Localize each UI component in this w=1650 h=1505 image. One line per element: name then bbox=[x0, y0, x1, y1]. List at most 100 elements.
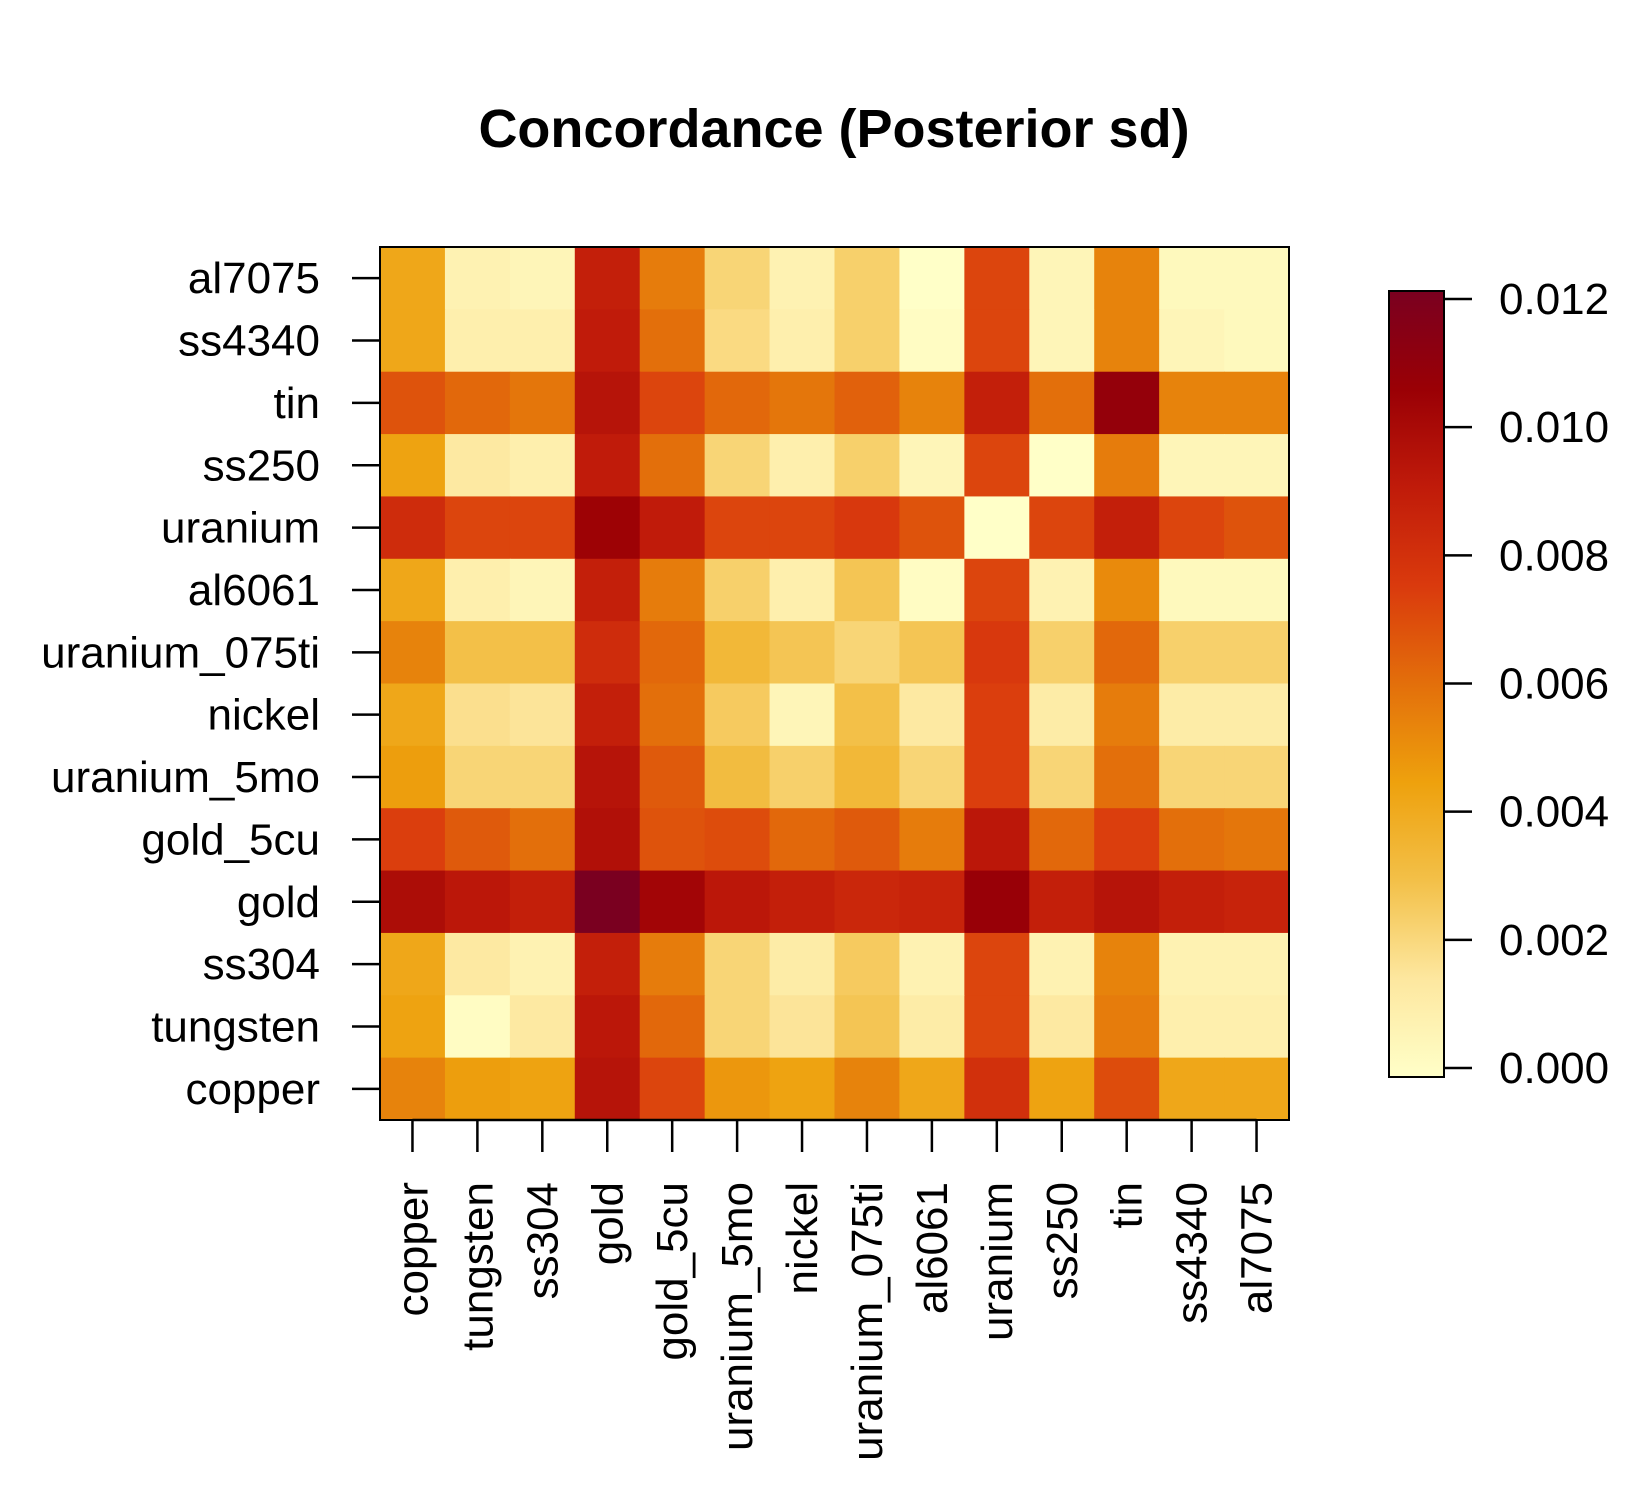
heatmap-cell-uranium-al7075 bbox=[1224, 496, 1290, 560]
heatmap-cell-tungsten-ss4340 bbox=[1159, 995, 1225, 1059]
heatmap-cell-nickel-ss304 bbox=[509, 683, 576, 747]
heatmap-cell-tin-al6061 bbox=[899, 371, 965, 435]
heatmap-cell-copper-ss304 bbox=[509, 1057, 576, 1121]
heatmap-cell-nickel-gold bbox=[574, 683, 641, 747]
y-tick-label-nickel: nickel bbox=[208, 691, 321, 740]
heatmap-cell-al6061-ss304 bbox=[509, 558, 576, 622]
heatmap-cell-nickel-tungsten bbox=[444, 683, 511, 747]
heatmap-cell-ss304-uranium bbox=[964, 932, 1030, 996]
y-tick-label-ss4340: ss4340 bbox=[178, 317, 320, 366]
heatmap-cell-tungsten-al6061 bbox=[899, 995, 965, 1059]
heatmap-cell-nickel-uranium bbox=[964, 683, 1030, 747]
heatmap-cell-al6061-uranium_5mo bbox=[704, 558, 771, 622]
x-tick-label-nickel: nickel bbox=[778, 1182, 827, 1295]
heatmap-cell-gold-ss250 bbox=[1029, 870, 1095, 934]
heatmap-cell-ss250-tungsten bbox=[444, 434, 511, 498]
heatmap-cell-al7075-tin bbox=[1094, 247, 1160, 310]
heatmap-cell-gold_5cu-ss304 bbox=[509, 808, 576, 872]
heatmap-cell-tungsten-uranium_5mo bbox=[704, 995, 771, 1059]
heatmap-cell-uranium_5mo-uranium_075ti bbox=[834, 745, 901, 809]
color-legend: 0.000 0.002 0.004 0.006 0.008 0.010 0.012 bbox=[1388, 275, 1609, 1093]
heatmap-cell-tin-gold bbox=[574, 371, 641, 435]
y-tick-label-ss250: ss250 bbox=[203, 441, 320, 490]
heatmap-cell-tungsten-ss304 bbox=[509, 995, 576, 1059]
heatmap-cell-al6061-ss4340 bbox=[1159, 558, 1225, 622]
y-tick-label-tungsten: tungsten bbox=[151, 1002, 320, 1051]
heatmap-cell-al7075-al7075 bbox=[1224, 247, 1290, 310]
y-tick-label-ss304: ss304 bbox=[203, 940, 320, 989]
heatmap-cell-copper-tungsten bbox=[444, 1057, 511, 1121]
heatmap-cell-uranium_075ti-uranium_075ti bbox=[834, 621, 901, 685]
heatmap-cell-tungsten-tin bbox=[1094, 995, 1160, 1059]
heatmap-cell-copper-gold_5cu bbox=[639, 1057, 706, 1121]
heatmap-cell-al7075-uranium bbox=[964, 247, 1030, 310]
y-tick-label-al7075: al7075 bbox=[188, 254, 320, 303]
heatmap-cell-tin-uranium_5mo bbox=[704, 371, 771, 435]
heatmap-cell-ss250-nickel bbox=[769, 434, 836, 498]
heatmap-cell-uranium_5mo-nickel bbox=[769, 745, 836, 809]
heatmap-cell-al6061-al7075 bbox=[1224, 558, 1290, 622]
heatmap-cell-al6061-uranium_075ti bbox=[834, 558, 901, 622]
heatmap-cell-tungsten-uranium bbox=[964, 995, 1030, 1059]
heatmap-cell-al7075-gold bbox=[574, 247, 641, 310]
heatmap-cell-ss250-ss4340 bbox=[1159, 434, 1225, 498]
heatmap-cell-uranium_5mo-gold bbox=[574, 745, 641, 809]
x-tick-label-gold: gold bbox=[583, 1182, 632, 1265]
heatmap-cell-copper-uranium_075ti bbox=[834, 1057, 901, 1121]
heatmap-cell-al6061-tungsten bbox=[444, 558, 511, 622]
heatmap-cell-ss250-al6061 bbox=[899, 434, 965, 498]
heatmap-cell-ss250-copper bbox=[380, 434, 446, 498]
heatmap-cell-nickel-uranium_5mo bbox=[704, 683, 771, 747]
heatmap-cell-uranium_075ti-uranium bbox=[964, 621, 1030, 685]
x-tick-label-al6061: al6061 bbox=[908, 1182, 957, 1314]
heatmap-cell-gold_5cu-copper bbox=[380, 808, 446, 872]
heatmap-cell-uranium_075ti-uranium_5mo bbox=[704, 621, 771, 685]
heatmap-cell-ss4340-uranium_5mo bbox=[704, 309, 771, 373]
legend-tick-label-0.010: 0.010 bbox=[1499, 403, 1609, 452]
heatmap-cell-nickel-copper bbox=[380, 683, 446, 747]
heatmap-cell-ss4340-tungsten bbox=[444, 309, 511, 373]
heatmap-cell-gold_5cu-nickel bbox=[769, 808, 836, 872]
heatmap-cell-uranium_5mo-copper bbox=[380, 745, 446, 809]
heatmap-cell-nickel-ss250 bbox=[1029, 683, 1095, 747]
heatmap-cell-ss4340-uranium bbox=[964, 309, 1030, 373]
heatmap-cell-ss250-tin bbox=[1094, 434, 1160, 498]
heatmap-cell-ss250-gold_5cu bbox=[639, 434, 706, 498]
heatmap-cell-al6061-nickel bbox=[769, 558, 836, 622]
heatmap-cell-gold_5cu-al6061 bbox=[899, 808, 965, 872]
x-tick-label-uranium_075ti: uranium_075ti bbox=[843, 1182, 892, 1461]
heatmap-cell-gold-tin bbox=[1094, 870, 1160, 934]
heatmap-cell-uranium_075ti-al7075 bbox=[1224, 621, 1290, 685]
heatmap-cell-uranium_5mo-al7075 bbox=[1224, 745, 1290, 809]
x-tick-label-tin: tin bbox=[1103, 1182, 1152, 1228]
y-tick-label-uranium_5mo: uranium_5mo bbox=[51, 753, 320, 802]
heatmap-cell-ss250-uranium bbox=[964, 434, 1030, 498]
heatmap-cell-ss250-ss250 bbox=[1029, 434, 1095, 498]
x-tick-label-gold_5cu: gold_5cu bbox=[648, 1182, 697, 1361]
heatmap-cell-uranium_5mo-ss304 bbox=[509, 745, 576, 809]
heatmap-cell-gold-gold_5cu bbox=[639, 870, 706, 934]
heatmap-cell-gold_5cu-gold_5cu bbox=[639, 808, 706, 872]
heatmap-cell-gold-ss4340 bbox=[1159, 870, 1225, 934]
heatmap-cell-gold-al6061 bbox=[899, 870, 965, 934]
heatmap-cell-gold_5cu-tungsten bbox=[444, 808, 511, 872]
heatmap-cell-nickel-al7075 bbox=[1224, 683, 1290, 747]
heatmap-cell-uranium-tin bbox=[1094, 496, 1160, 560]
x-tick-label-uranium: uranium bbox=[973, 1182, 1022, 1341]
heatmap-cell-al6061-tin bbox=[1094, 558, 1160, 622]
y-tick-label-copper: copper bbox=[185, 1065, 320, 1114]
heatmap-cell-nickel-nickel bbox=[769, 683, 836, 747]
heatmap-cell-gold-uranium bbox=[964, 870, 1030, 934]
y-tick-label-al6061: al6061 bbox=[188, 566, 320, 615]
y-tick-label-uranium: uranium bbox=[161, 504, 320, 553]
heatmap-cell-gold_5cu-ss4340 bbox=[1159, 808, 1225, 872]
heatmap-cell-copper-al7075 bbox=[1224, 1057, 1290, 1121]
heatmap-cell-ss304-ss4340 bbox=[1159, 932, 1225, 996]
heatmap-cell-gold-gold bbox=[574, 870, 641, 934]
heatmap-cell-uranium-gold bbox=[574, 496, 641, 560]
heatmap-cell-tin-al7075 bbox=[1224, 371, 1290, 435]
heatmap-cell-uranium-tungsten bbox=[444, 496, 511, 560]
heatmap-cell-uranium-uranium_5mo bbox=[704, 496, 771, 560]
heatmap-cell-gold-uranium_5mo bbox=[704, 870, 771, 934]
